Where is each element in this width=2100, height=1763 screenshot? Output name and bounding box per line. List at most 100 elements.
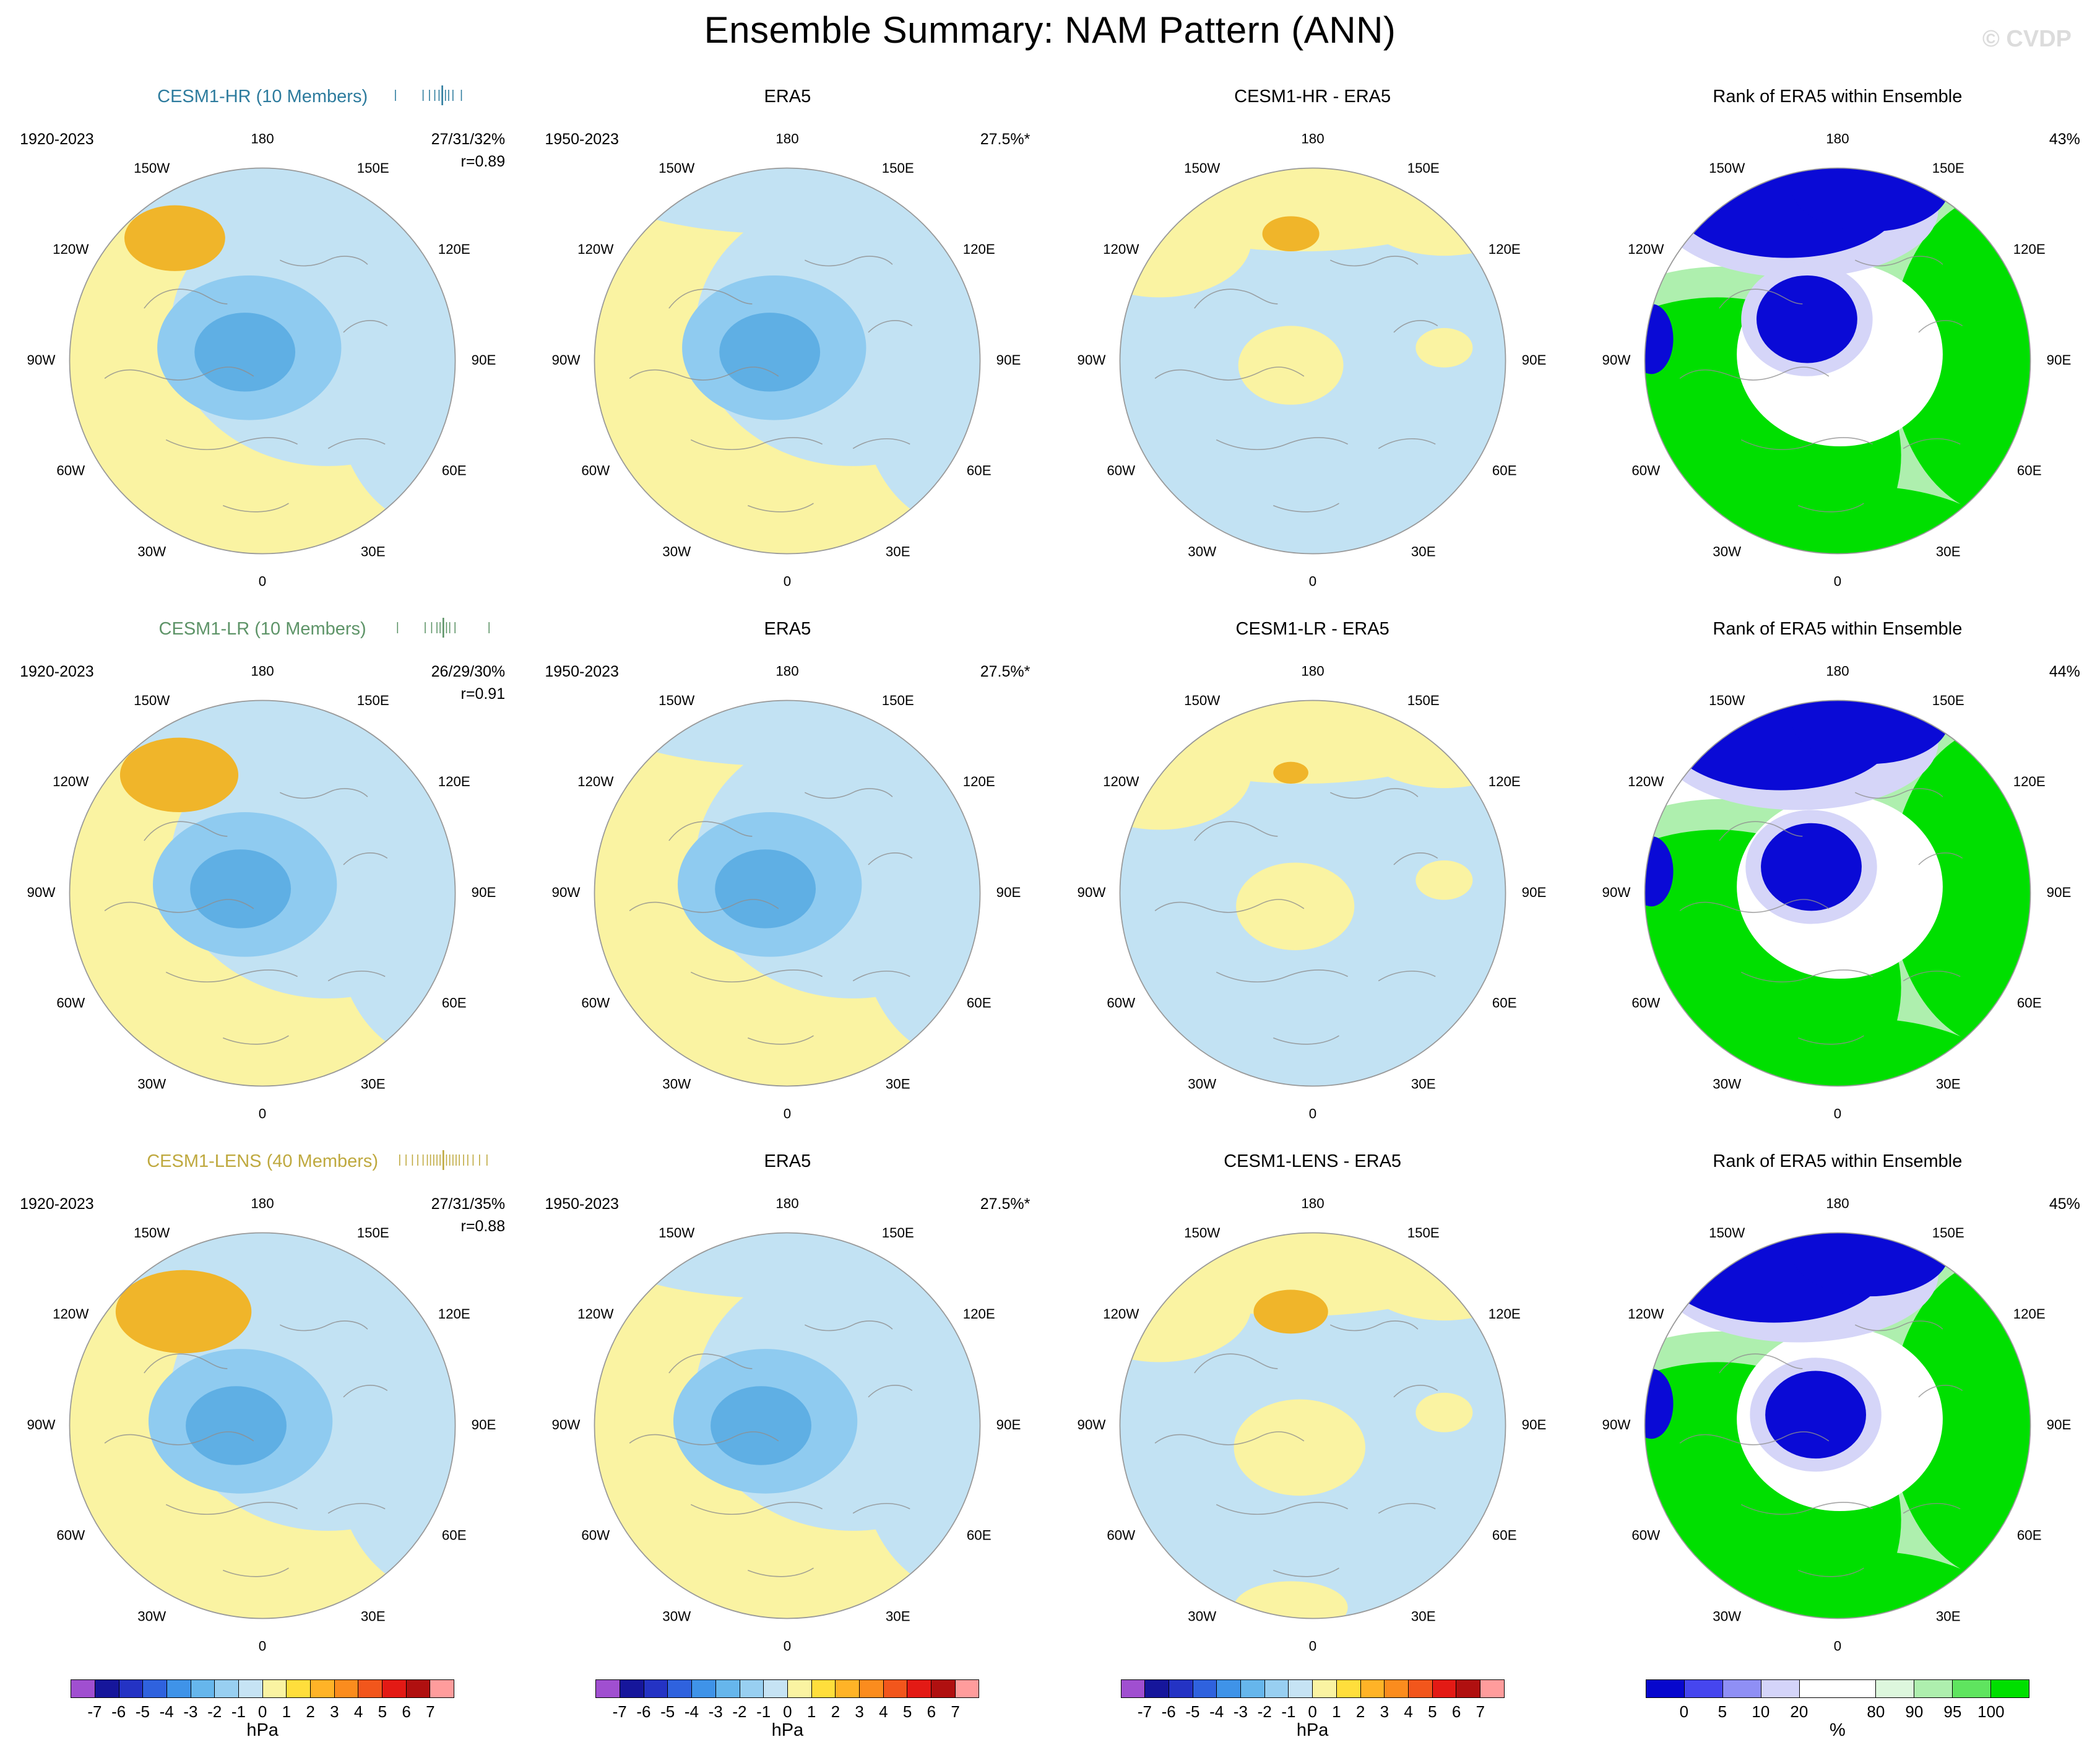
colorbar-tick-labels: -7 -6 -5 -4 -3 -2 -1 0 1 2 3 4 5 6 7 (595, 1698, 979, 1721)
lon-label: 120E (1488, 241, 1520, 257)
lon-label: 60W (582, 1528, 610, 1543)
lon-label: 180 (1826, 131, 1849, 146)
colorbar-segment (382, 1680, 407, 1697)
variance-stat: 45% (2049, 1195, 2080, 1213)
lon-label: 90W (552, 352, 581, 368)
lon-label: 0 (1308, 1106, 1316, 1121)
panel-title: ERA5 (764, 86, 811, 106)
ensemble-member-ticks-icon (395, 85, 462, 105)
coastlines (1679, 788, 1963, 1045)
variance-stat: 43% (2049, 131, 2080, 148)
lon-label: 150W (659, 693, 694, 708)
panel-header: CESM1-LR (10 Members) (0, 612, 525, 646)
lon-label: 120E (2013, 774, 2046, 789)
coastlines (629, 788, 913, 1045)
colorbar-segment (692, 1680, 716, 1697)
hpa-colorbar: -7 -6 -5 -4 -3 -2 -1 0 1 2 3 4 5 6 7 hPa (71, 1679, 455, 1741)
period-label: 1920-2023 (20, 131, 94, 148)
colorbar-tick-label: -7 (1137, 1702, 1152, 1721)
colorbar-tick-label: -6 (1161, 1702, 1176, 1721)
lon-label: 120W (1103, 774, 1139, 789)
colorbar-tick-label: 2 (1355, 1702, 1365, 1721)
lon-label: 150E (357, 1225, 389, 1241)
panel-header: ERA5 (525, 80, 1050, 113)
lon-label: 150W (134, 693, 170, 708)
panel-header: ERA5 (525, 1145, 1050, 1178)
colorbar-tick-label: 10 (1752, 1702, 1770, 1721)
lon-label: 90E (996, 352, 1021, 368)
colorbar-segment (596, 1680, 621, 1697)
lon-label: 90E (2047, 352, 2072, 368)
colorbar-tick-label: -1 (231, 1702, 246, 1721)
colorbar-segment (859, 1680, 884, 1697)
lon-label: 150E (357, 160, 389, 176)
colorbar-tick-label: -6 (636, 1702, 651, 1721)
lon-label: 30E (886, 1076, 910, 1092)
colorbar-segment (1217, 1680, 1242, 1697)
map-outline (1644, 700, 2031, 1087)
lon-label: 150W (1709, 1225, 1745, 1241)
lon-label: 120W (578, 241, 614, 257)
lon-label: 60E (2017, 1528, 2042, 1543)
lon-label: 60E (967, 995, 992, 1011)
lon-label: 150E (357, 693, 389, 708)
colorbar-tick-label: 4 (353, 1702, 363, 1721)
lon-label: 30W (663, 544, 691, 560)
colorbar-tick-label: 3 (330, 1702, 339, 1721)
panels-grid: CESM1-HR (10 Members) 1920-2023 27/31/32… (0, 80, 2100, 1673)
lon-label: 150E (1932, 160, 1964, 176)
colorbar-segment (644, 1680, 668, 1697)
lon-label: 90E (1521, 885, 1546, 900)
panel-header: Rank of ERA5 within Ensemble (1575, 80, 2100, 113)
map-area: 1950-2023 27.5%* 180 150E 120E 90E 60E 30E 0 30… (540, 1178, 1035, 1673)
period-label: 1950-2023 (545, 131, 619, 148)
lon-label: 60W (1107, 995, 1135, 1011)
colorbar-unit-label: hPa (246, 1720, 279, 1740)
colorbar-tick-label: 95 (1943, 1702, 1962, 1721)
colorbar-segment (1289, 1680, 1313, 1697)
panel-title: Rank of ERA5 within Ensemble (1713, 86, 1963, 106)
lon-label: 60W (56, 995, 85, 1011)
colorbar-tick-label: -3 (183, 1702, 198, 1721)
lon-label: 30W (1188, 1076, 1216, 1092)
panel-title: CESM1-LENS (40 Members) (147, 1151, 379, 1171)
panel-r3c2: ERA5 1950-2023 27.5%* 180 150E 120E 90E 60E 3… (525, 1145, 1050, 1673)
lon-label: 90W (27, 1417, 56, 1432)
diff-positive-core (1273, 761, 1308, 784)
colorbar-tick-label: 1 (282, 1702, 292, 1721)
variance-stat: 26/29/30% (431, 663, 506, 680)
colorbar-segment (1313, 1680, 1337, 1697)
colorbar-segment (1684, 1680, 1723, 1697)
map-outline (594, 700, 981, 1087)
panel-title: CESM1-HR - ERA5 (1234, 86, 1391, 106)
lon-label: 120W (1103, 241, 1139, 257)
lon-label: 30E (1936, 544, 1961, 560)
colorbar-segment (883, 1680, 908, 1697)
lon-label: 180 (1301, 1195, 1324, 1211)
lon-label: 90E (996, 1417, 1021, 1432)
diff-map: 180 150E 120E 90E 60E 30E 0 30W 60W 90W 120W 150W (1077, 663, 1546, 1121)
lon-label: 30E (886, 544, 910, 560)
panel-title: CESM1-HR (10 Members) (157, 86, 368, 106)
lon-label: 30E (886, 1609, 910, 1624)
lon-label: 0 (1834, 1638, 1841, 1653)
lon-label: 150E (1407, 1225, 1439, 1241)
coastlines (1679, 256, 1963, 513)
colorbar-segment (1799, 1680, 1876, 1697)
coastlines (629, 1320, 913, 1577)
map-area: 1920-2023 27/31/32% r=0.89 180 150E 120E 90… (15, 113, 510, 609)
colorbar-segment (71, 1680, 95, 1697)
lon-label: 180 (251, 131, 274, 146)
lon-label: 60W (582, 995, 610, 1011)
colorbar-segment (1432, 1680, 1457, 1697)
lon-label: 0 (784, 1638, 791, 1653)
panel-r1c4: Rank of ERA5 within Ensemble 43% 180 150E… (1575, 80, 2100, 609)
hpa-colorbar: -7 -6 -5 -4 -3 -2 -1 0 1 2 3 4 5 6 7 hPa (1120, 1679, 1505, 1741)
diff-map: 180 150E 120E 90E 60E 30E 0 30W 60W 90W 120W 150W (1077, 1195, 1546, 1653)
lon-label: 120W (1628, 241, 1664, 257)
lon-label: 30W (1713, 1076, 1741, 1092)
lon-label: 90E (2047, 885, 2072, 900)
colorbar-tick-label: -7 (612, 1702, 627, 1721)
colorbar-tick-label: 2 (306, 1702, 315, 1721)
colorbar-unit-label: hPa (1296, 1720, 1329, 1740)
